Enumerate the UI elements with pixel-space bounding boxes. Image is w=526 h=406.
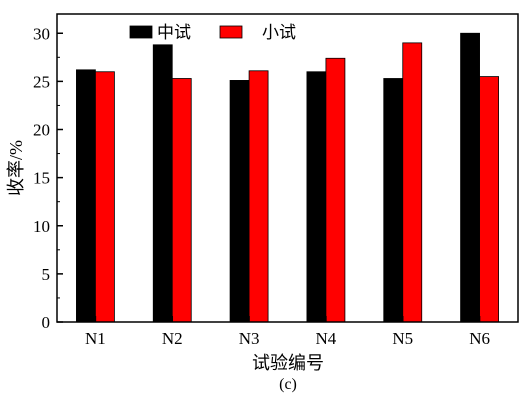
bar-n6-series-1 [460, 32, 480, 323]
bar-n4-series-1 [306, 71, 327, 323]
bar-n5-series-2 [402, 42, 423, 323]
x-tick-label-n1: N1 [85, 329, 106, 348]
figure-caption: (c) [279, 376, 297, 393]
y-tick-label: 25 [33, 72, 50, 91]
x-axis-title: 试验编号 [252, 353, 324, 373]
y-tick-label: 20 [33, 121, 50, 140]
plot-frame [56, 13, 519, 323]
y-tick-label: 0 [42, 313, 51, 332]
bar-n3-series-2 [248, 70, 269, 323]
legend-swatch-series-1 [129, 25, 153, 39]
y-tick-label: 30 [33, 24, 50, 43]
axes-layer [56, 13, 519, 323]
y-tick-label: 5 [42, 265, 51, 284]
bar-n2-series-1 [152, 44, 173, 323]
x-tick-label-n4: N4 [316, 329, 337, 348]
bar-n3-series-1 [229, 80, 250, 323]
x-tick-label-n5: N5 [392, 329, 413, 348]
y-tick-label: 10 [33, 217, 50, 236]
legend-label-series-2: 小试 [262, 23, 296, 42]
y-tick-label: 15 [33, 169, 50, 188]
bar-n1-series-1 [76, 69, 96, 323]
x-tick-label-n3: N3 [239, 329, 260, 348]
y-axis-title: 收率/% [6, 140, 26, 196]
bar-n1-series-2 [95, 71, 115, 323]
bar-n5-series-1 [383, 78, 404, 323]
legend-label-series-1: 中试 [157, 23, 191, 42]
legend: 中试 小试 [129, 23, 296, 42]
bars-layer [76, 32, 499, 323]
ticks-layer: 0 5 10 15 20 25 30 N1 N2 N3 N4 N5 N6 [33, 24, 490, 348]
bar-n2-series-2 [171, 78, 192, 323]
x-tick-label-n6: N6 [469, 329, 490, 348]
bar-n4-series-2 [325, 57, 346, 323]
x-tick-label-n2: N2 [162, 329, 183, 348]
legend-swatch-series-2 [219, 25, 243, 39]
bar-n6-series-2 [479, 76, 499, 323]
